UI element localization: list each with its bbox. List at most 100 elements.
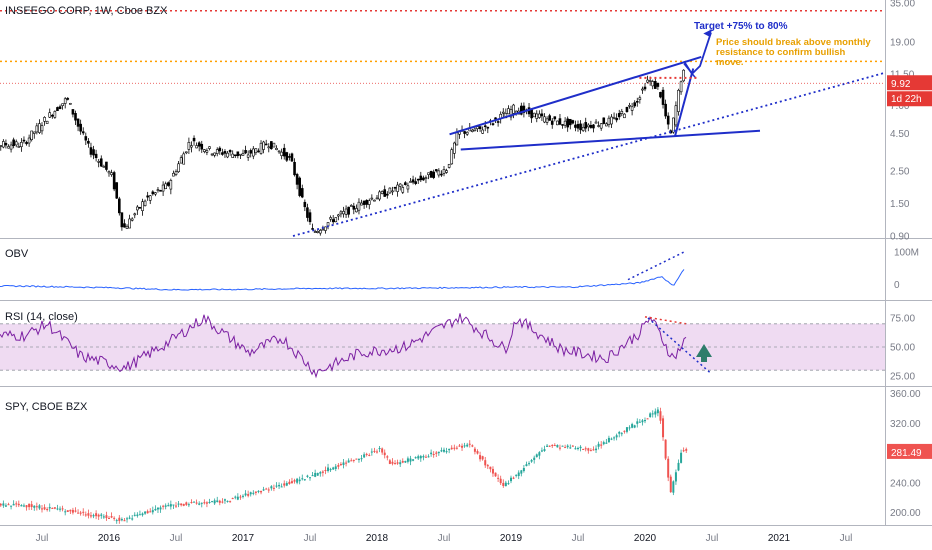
price-candle <box>215 149 219 154</box>
price-candle <box>61 103 64 106</box>
spy-price-label: 281.49 <box>891 448 922 459</box>
price-candle <box>337 214 340 217</box>
spy-candle <box>528 463 531 465</box>
spy-candle <box>25 505 28 508</box>
price-candle <box>404 182 407 186</box>
price-candle <box>654 81 657 89</box>
price-candle <box>56 107 59 112</box>
wedge-lower-trendline <box>460 129 761 151</box>
spy-candle <box>386 456 389 458</box>
spy-candle <box>538 452 541 456</box>
spy-candle <box>329 469 332 471</box>
spy-candle <box>417 456 420 459</box>
price-candle <box>236 151 240 157</box>
spy-candle <box>561 445 564 447</box>
price-candle <box>89 147 93 155</box>
target-annotation: Target +75% to 80% <box>694 21 788 32</box>
price-candle <box>125 225 129 229</box>
main-pane-title: INSEEGO CORP, 1W, Cboe BZX <box>5 5 168 17</box>
rsi-line <box>0 313 687 379</box>
price-candle <box>7 146 10 149</box>
price-candle <box>594 121 598 124</box>
price-candle <box>112 172 116 190</box>
price-candle <box>210 153 214 156</box>
spy-candle <box>108 517 110 519</box>
spy-candle <box>131 518 134 520</box>
spy-pane-title: SPY, CBOE BZX <box>5 401 88 413</box>
price-candle <box>146 195 149 198</box>
spy-candle <box>252 492 255 494</box>
spy-candle <box>461 445 464 448</box>
spy-candle <box>334 466 337 469</box>
price-candle <box>628 105 631 107</box>
spy-candle <box>453 447 456 449</box>
spy-candle <box>680 452 683 463</box>
price-candle <box>182 153 186 165</box>
price-candle <box>486 126 490 129</box>
price-candle <box>561 124 564 126</box>
price-candle <box>558 118 562 125</box>
spy-candle <box>479 455 482 460</box>
price-candle <box>599 123 603 129</box>
spy-candle <box>337 465 340 467</box>
spy-candle <box>507 483 510 485</box>
spy-candle <box>646 418 649 420</box>
price-candle <box>267 146 271 149</box>
spy-candle <box>138 514 141 516</box>
price-candle <box>249 150 253 154</box>
spy-candle <box>649 413 652 418</box>
price-candle <box>179 157 183 164</box>
spy-candle <box>180 503 183 506</box>
price-candle <box>316 231 320 233</box>
spy-candle <box>502 482 505 486</box>
spy-candle <box>468 443 471 445</box>
spy-candle <box>432 454 435 456</box>
price-candle <box>576 124 580 129</box>
price-candle <box>378 191 381 200</box>
spy-candle <box>177 503 180 505</box>
spy-candle <box>213 500 216 504</box>
price-candle <box>579 123 582 131</box>
spy-candle <box>419 456 422 459</box>
price-candle <box>169 180 173 190</box>
spy-candle <box>151 510 154 513</box>
price-candle <box>280 151 283 156</box>
spy-candle <box>481 456 484 460</box>
price-candle <box>478 126 482 130</box>
spy-candle <box>272 487 275 489</box>
price-candle <box>223 151 227 154</box>
spy-candle <box>625 427 628 432</box>
spy-candle <box>592 449 595 451</box>
spy-candle <box>577 447 579 449</box>
spy-tick-label: 240.00 <box>890 478 921 489</box>
spy-candle <box>156 507 159 510</box>
price-tick-label: 4.50 <box>890 129 910 140</box>
price-candle <box>434 169 438 172</box>
spy-candle <box>347 460 350 463</box>
price-candle <box>548 115 551 121</box>
price-candle <box>45 120 49 124</box>
spy-candle <box>553 445 556 447</box>
price-candle <box>20 142 23 148</box>
spy-candle <box>20 505 23 507</box>
spy-candle <box>110 516 113 518</box>
spy-candle <box>607 437 610 443</box>
price-candle <box>507 108 510 115</box>
price-candle <box>154 192 157 195</box>
spy-candle <box>141 513 144 516</box>
spy-candle <box>551 444 554 446</box>
price-candle <box>63 98 67 104</box>
spy-candle <box>146 511 149 514</box>
price-candle <box>277 150 281 153</box>
price-candle <box>638 97 642 100</box>
spy-candle <box>283 483 286 486</box>
spy-candle <box>350 460 353 462</box>
price-candle <box>290 153 294 162</box>
price-candle <box>563 120 567 126</box>
price-candle <box>213 152 216 156</box>
spy-tick-label: 360.00 <box>890 389 921 400</box>
time-axis-label: 2016 <box>98 533 121 544</box>
price-candle <box>607 117 611 125</box>
price-candle <box>380 191 384 194</box>
